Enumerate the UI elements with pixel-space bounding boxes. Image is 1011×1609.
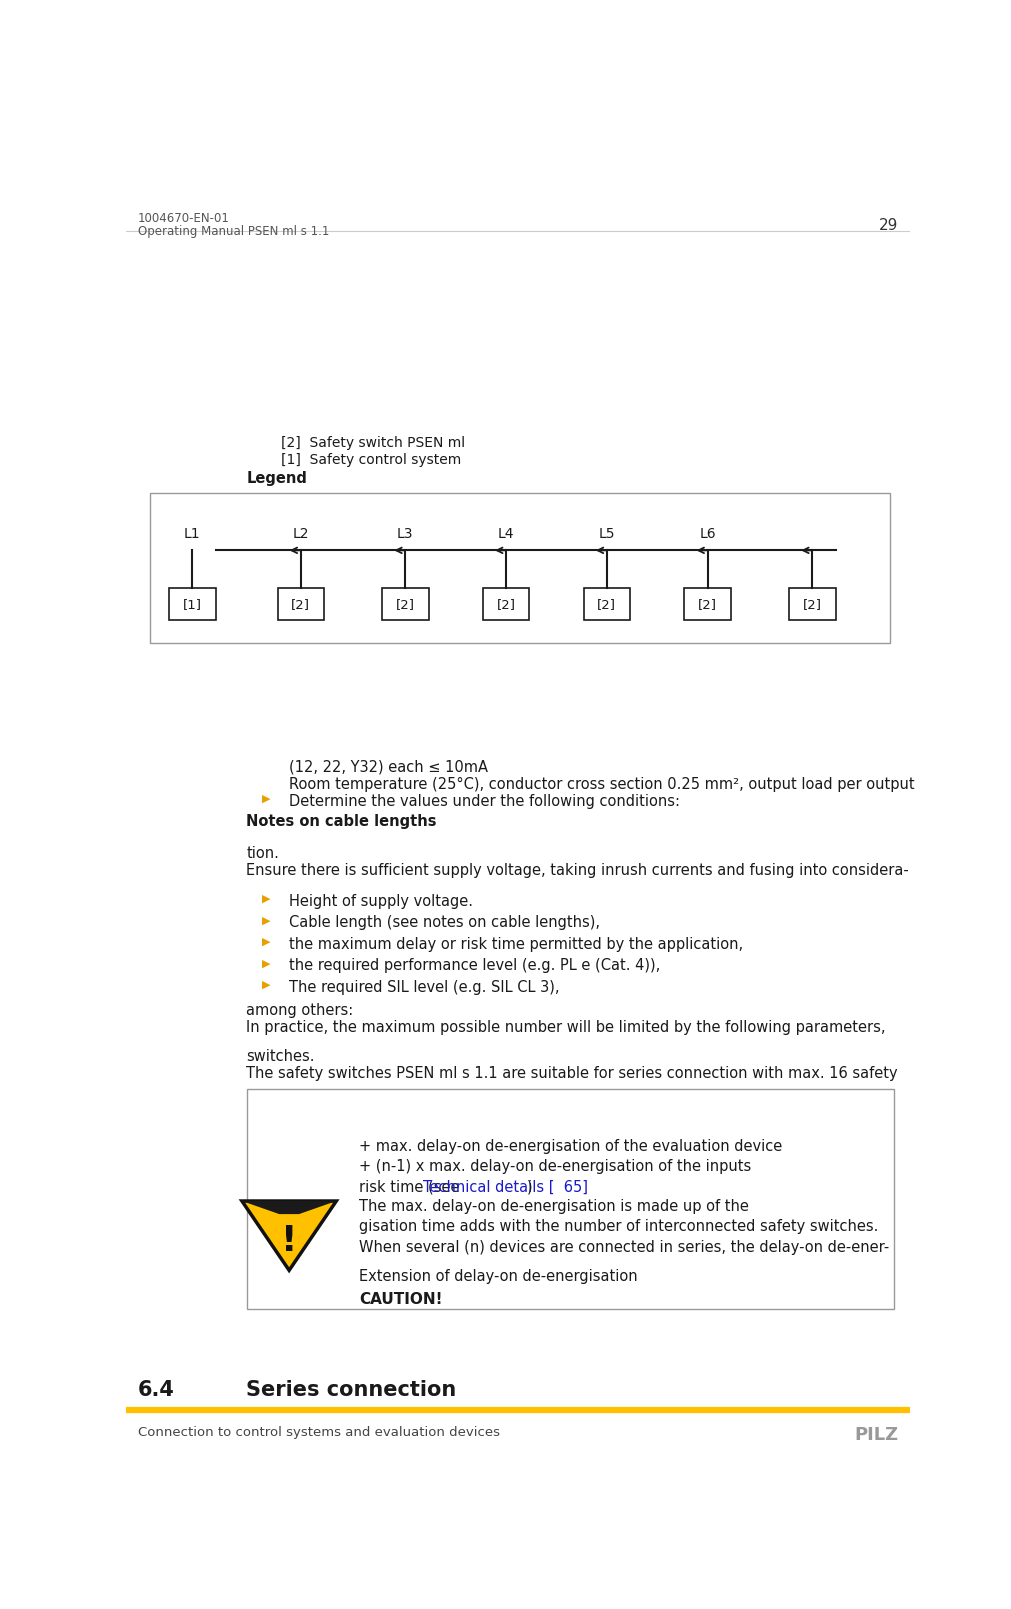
- Text: L5: L5: [599, 528, 615, 541]
- Text: Determine the values under the following conditions:: Determine the values under the following…: [289, 793, 680, 809]
- Text: Extension of delay-on de-energisation: Extension of delay-on de-energisation: [359, 1270, 638, 1284]
- Text: + max. delay-on de-energisation of the evaluation device: + max. delay-on de-energisation of the e…: [359, 1139, 783, 1154]
- Text: Series connection: Series connection: [247, 1379, 457, 1400]
- FancyBboxPatch shape: [247, 1089, 894, 1308]
- FancyBboxPatch shape: [277, 589, 324, 621]
- Text: Operating Manual PSEN ml s 1.1: Operating Manual PSEN ml s 1.1: [137, 225, 330, 238]
- Text: L4: L4: [497, 528, 515, 541]
- Text: L2: L2: [292, 528, 309, 541]
- Text: gisation time adds with the number of interconnected safety switches.: gisation time adds with the number of in…: [359, 1220, 879, 1234]
- FancyBboxPatch shape: [382, 589, 429, 621]
- Text: (12, 22, Y32) each ≤ 10mA: (12, 22, Y32) each ≤ 10mA: [289, 759, 488, 776]
- Text: risk time (see: risk time (see: [359, 1179, 464, 1194]
- Text: 29: 29: [879, 219, 899, 233]
- Text: Notes on cable lengths: Notes on cable lengths: [247, 814, 437, 829]
- Text: The max. delay-on de-energisation is made up of the: The max. delay-on de-energisation is mad…: [359, 1199, 749, 1215]
- Text: ▶: ▶: [262, 793, 271, 803]
- FancyBboxPatch shape: [684, 589, 731, 621]
- Text: [2]: [2]: [803, 599, 822, 611]
- Text: + (n-1) x max. delay-on de-energisation of the inputs: + (n-1) x max. delay-on de-energisation …: [359, 1160, 751, 1175]
- Text: ▶: ▶: [262, 893, 271, 904]
- Text: [2]: [2]: [598, 599, 617, 611]
- Text: ▶: ▶: [262, 936, 271, 948]
- Text: the required performance level (e.g. PL e (Cat. 4)),: the required performance level (e.g. PL …: [289, 959, 660, 973]
- Text: [1]: [1]: [183, 599, 202, 611]
- Text: tion.: tion.: [247, 846, 279, 861]
- FancyBboxPatch shape: [150, 492, 890, 642]
- Text: The required SIL level (e.g. SIL CL 3),: The required SIL level (e.g. SIL CL 3),: [289, 980, 560, 994]
- Text: the maximum delay or risk time permitted by the application,: the maximum delay or risk time permitted…: [289, 936, 743, 953]
- Text: L3: L3: [397, 528, 413, 541]
- Text: Connection to control systems and evaluation devices: Connection to control systems and evalua…: [137, 1426, 500, 1438]
- Text: L1: L1: [184, 528, 200, 541]
- Text: ▶: ▶: [262, 980, 271, 990]
- Text: PILZ: PILZ: [854, 1426, 899, 1443]
- Text: Room temperature (25°C), conductor cross section 0.25 mm², output load per outpu: Room temperature (25°C), conductor cross…: [289, 777, 915, 792]
- Text: ▶: ▶: [262, 916, 271, 925]
- FancyBboxPatch shape: [583, 589, 630, 621]
- Text: CAUTION!: CAUTION!: [359, 1292, 443, 1307]
- Text: L6: L6: [700, 528, 716, 541]
- Text: 1004670-EN-01: 1004670-EN-01: [137, 211, 229, 225]
- Text: [2]  Safety switch PSEN ml: [2] Safety switch PSEN ml: [281, 436, 465, 449]
- Polygon shape: [242, 1200, 337, 1271]
- Text: Ensure there is sufficient supply voltage, taking inrush currents and fusing int: Ensure there is sufficient supply voltag…: [247, 862, 909, 879]
- Text: The safety switches PSEN ml s 1.1 are suitable for series connection with max. 1: The safety switches PSEN ml s 1.1 are su…: [247, 1067, 898, 1081]
- Text: ): ): [527, 1179, 532, 1194]
- FancyBboxPatch shape: [789, 589, 835, 621]
- Text: ▶: ▶: [262, 959, 271, 969]
- Polygon shape: [242, 1200, 337, 1215]
- Text: [2]: [2]: [396, 599, 415, 611]
- Text: [2]: [2]: [291, 599, 310, 611]
- Text: 6.4: 6.4: [137, 1379, 175, 1400]
- Text: [2]: [2]: [699, 599, 717, 611]
- Text: [2]: [2]: [496, 599, 516, 611]
- Text: Cable length (see notes on cable lengths),: Cable length (see notes on cable lengths…: [289, 916, 601, 930]
- Text: When several (n) devices are connected in series, the delay-on de-ener-: When several (n) devices are connected i…: [359, 1239, 889, 1255]
- Text: Legend: Legend: [247, 471, 307, 486]
- Text: !: !: [281, 1224, 297, 1258]
- Text: among others:: among others:: [247, 1002, 354, 1018]
- Text: [1]  Safety control system: [1] Safety control system: [281, 452, 462, 467]
- FancyBboxPatch shape: [169, 589, 215, 621]
- Text: Technical details [  65]: Technical details [ 65]: [424, 1179, 588, 1194]
- Text: switches.: switches.: [247, 1049, 315, 1064]
- Text: In practice, the maximum possible number will be limited by the following parame: In practice, the maximum possible number…: [247, 1020, 886, 1035]
- FancyBboxPatch shape: [483, 589, 530, 621]
- Text: Height of supply voltage.: Height of supply voltage.: [289, 893, 473, 909]
